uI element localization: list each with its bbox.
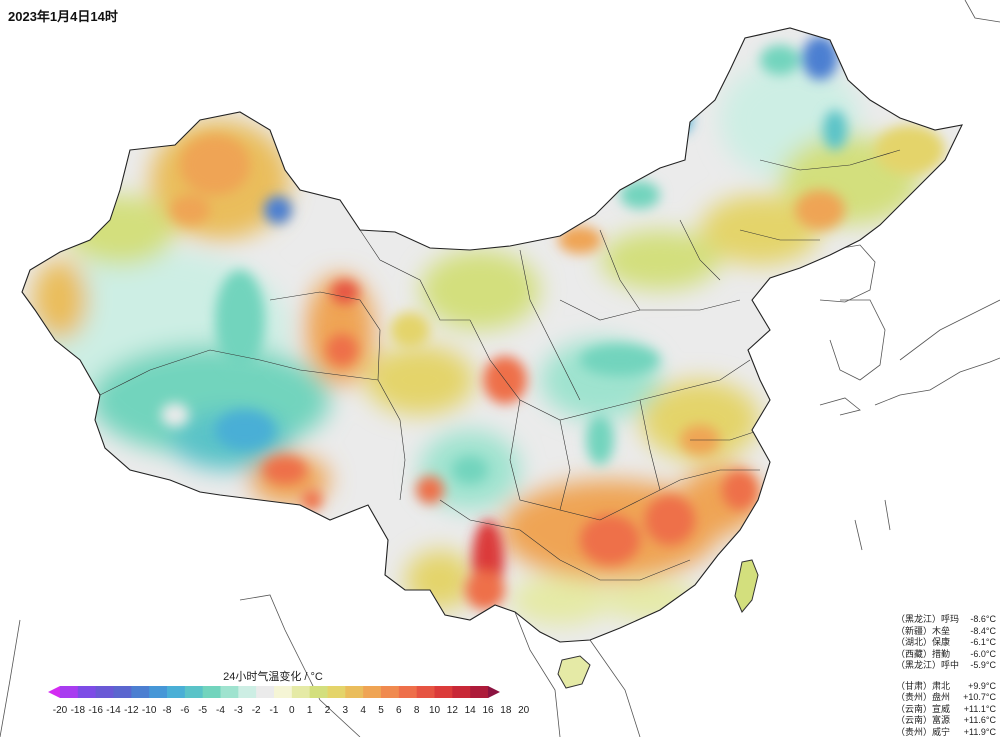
legend-tick-label: 4 xyxy=(360,705,366,716)
legend-tick-label: -5 xyxy=(198,705,207,716)
legend-color-swatch xyxy=(381,686,399,698)
legend-color-bar xyxy=(48,686,500,698)
legend-color-swatch xyxy=(328,686,346,698)
legend-title: 24小时气温变化 / °C xyxy=(218,668,328,684)
station-stat-row: （云南）宣威 +11.1°C xyxy=(896,704,996,716)
legend-color-swatch xyxy=(435,686,453,698)
legend-color-swatch xyxy=(167,686,185,698)
legend-color-swatch xyxy=(221,686,239,698)
map-datetime-title: 2023年1月4日14时 xyxy=(8,6,118,25)
legend-tick-label: -6 xyxy=(180,705,189,716)
station-name: （新疆）木垒 xyxy=(896,626,950,638)
station-name: （云南）富源 xyxy=(896,715,950,727)
station-stat-row: （西藏）措勤 -6.0°C xyxy=(896,649,996,661)
station-stat-row: （黑龙江）呼玛 -8.6°C xyxy=(896,614,996,626)
station-name: （贵州）盘州 xyxy=(896,692,950,704)
station-temp-change: -5.9°C xyxy=(970,660,996,672)
station-name: （贵州）威宁 xyxy=(896,727,950,738)
legend-color-swatch xyxy=(363,686,381,698)
legend-tick-label: -3 xyxy=(234,705,243,716)
taiwan-island xyxy=(735,560,758,612)
legend-color-swatch xyxy=(452,686,470,698)
legend-color-swatch xyxy=(310,686,328,698)
hainan-island xyxy=(558,656,590,688)
station-stats-panel: （黑龙江）呼玛-8.6°C（新疆）木垒-8.4°C（湖北）保康-6.1°C（西藏… xyxy=(896,614,996,738)
legend-color-swatch xyxy=(131,686,149,698)
station-name: （甘肃）肃北 xyxy=(896,681,950,693)
station-temp-change: +10.7°C xyxy=(963,692,996,704)
station-stat-row: （新疆）木垒 -8.4°C xyxy=(896,626,996,638)
station-name: （黑龙江）呼玛 xyxy=(896,614,959,626)
legend-color-swatch xyxy=(470,686,488,698)
station-temp-change: +11.9°C xyxy=(964,727,996,738)
station-stat-row: （黑龙江）呼中 -5.9°C xyxy=(896,660,996,672)
legend-color-swatch xyxy=(488,686,500,698)
legend-color-swatch xyxy=(96,686,114,698)
legend-tick-label: 16 xyxy=(482,705,493,716)
legend-color-swatch xyxy=(256,686,274,698)
legend-tick-label: -1 xyxy=(270,705,279,716)
station-temp-change: +9.9°C xyxy=(968,681,996,693)
station-name: （云南）宣威 xyxy=(896,704,950,716)
legend-color-swatch xyxy=(345,686,363,698)
legend-tick-label: -2 xyxy=(252,705,261,716)
legend-tick-label: 6 xyxy=(396,705,402,716)
legend-tick-label: -18 xyxy=(71,705,85,716)
legend-tick-label: 12 xyxy=(447,705,458,716)
legend-tick-label: 5 xyxy=(378,705,384,716)
temperature-rise-list: （甘肃）肃北+9.9°C（贵州）盘州+10.7°C（云南）宣威+11.1°C（云… xyxy=(896,681,996,738)
temperature-drop-list: （黑龙江）呼玛-8.6°C（新疆）木垒-8.4°C（湖北）保康-6.1°C（西藏… xyxy=(896,614,996,672)
legend-color-swatch xyxy=(149,686,167,698)
station-stat-row: （贵州）威宁 +11.9°C xyxy=(896,727,996,738)
legend-color-swatch xyxy=(60,686,78,698)
legend-color-swatch xyxy=(274,686,292,698)
station-stat-row: （湖北）保康 -6.1°C xyxy=(896,637,996,649)
legend-tick-label: 0 xyxy=(289,705,295,716)
legend-tick-label: -4 xyxy=(216,705,225,716)
legend-color-swatch xyxy=(417,686,435,698)
legend-tick-label: 18 xyxy=(500,705,511,716)
legend-color-swatch xyxy=(114,686,132,698)
legend-tick-label: -20 xyxy=(53,705,67,716)
legend-tick-label: 14 xyxy=(465,705,476,716)
legend-tick-label: -12 xyxy=(124,705,138,716)
legend-tick-label: 10 xyxy=(429,705,440,716)
station-stat-row: （云南）富源 +11.6°C xyxy=(896,715,996,727)
station-name: （黑龙江）呼中 xyxy=(896,660,959,672)
legend-tick-label: -8 xyxy=(163,705,172,716)
legend-color-swatch xyxy=(238,686,256,698)
legend-color-swatch xyxy=(292,686,310,698)
legend-color-swatch xyxy=(185,686,203,698)
legend-color-swatch xyxy=(399,686,417,698)
legend-color-swatch xyxy=(78,686,96,698)
station-name: （西藏）措勤 xyxy=(896,649,950,661)
station-temp-change: +11.6°C xyxy=(964,715,996,727)
station-temp-change: -8.6°C xyxy=(970,614,996,626)
station-stat-row: （甘肃）肃北 +9.9°C xyxy=(896,681,996,693)
legend-tick-label: 2 xyxy=(325,705,331,716)
legend-color-swatch xyxy=(203,686,221,698)
station-temp-change: -8.4°C xyxy=(970,626,996,638)
legend-tick-label: 20 xyxy=(518,705,529,716)
station-name: （湖北）保康 xyxy=(896,637,950,649)
legend-tick-label: -10 xyxy=(142,705,156,716)
station-temp-change: -6.1°C xyxy=(970,637,996,649)
legend-tick-label: 1 xyxy=(307,705,313,716)
legend-tick-label: -14 xyxy=(106,705,120,716)
station-temp-change: +11.1°C xyxy=(964,704,996,716)
legend-tick-label: 3 xyxy=(343,705,349,716)
legend-tick-label: -16 xyxy=(88,705,102,716)
station-stat-row: （贵州）盘州 +10.7°C xyxy=(896,692,996,704)
station-temp-change: -6.0°C xyxy=(970,649,996,661)
legend-color-swatch xyxy=(48,686,60,698)
legend-tick-label: 8 xyxy=(414,705,420,716)
